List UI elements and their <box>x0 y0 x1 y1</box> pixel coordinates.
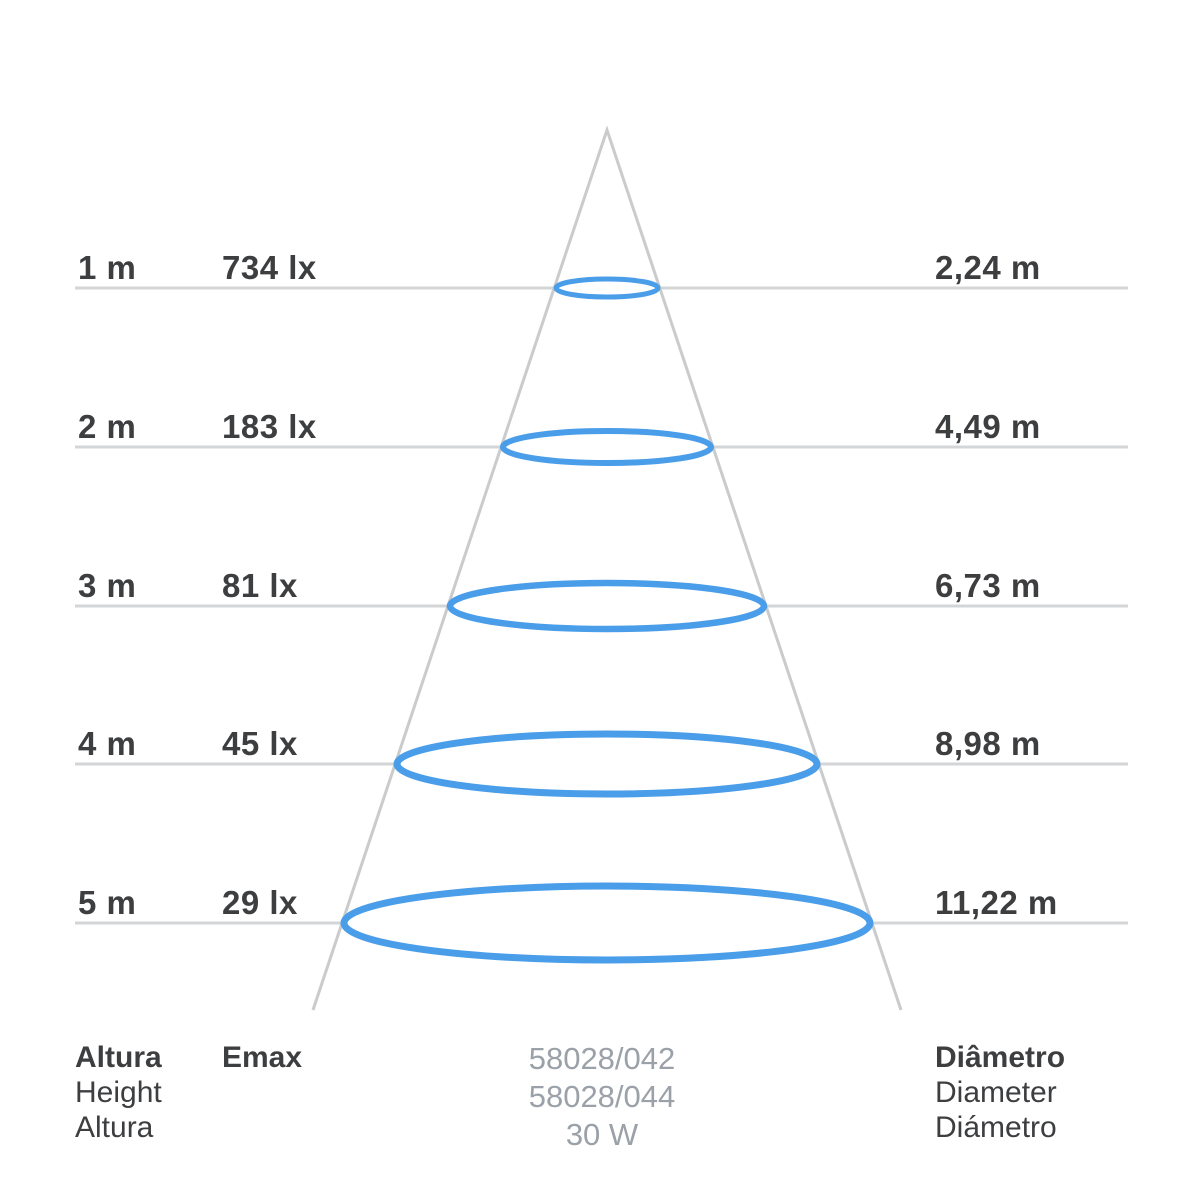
height-value-1m: 1 m <box>78 249 137 286</box>
diameter-legend-pt: Diâmetro <box>935 1041 1066 1074</box>
height-legend: Altura Height Altura <box>75 1040 162 1145</box>
emax-legend: Emax <box>222 1040 302 1075</box>
diameter-value-2m: 4,49 m <box>935 408 1041 445</box>
height-legend-en: Height <box>75 1076 162 1109</box>
diameter-value-4m: 8,98 m <box>935 725 1041 762</box>
diameter-legend-en: Diameter <box>935 1076 1057 1109</box>
emax-value-1m: 734 lx <box>222 249 317 286</box>
height-legend-es: Altura <box>75 1111 154 1144</box>
emax-value-2m: 183 lx <box>222 408 317 445</box>
beam-ellipse-1m <box>553 276 661 300</box>
light-cone-outline <box>311 125 903 1011</box>
height-value-2m: 2 m <box>78 408 137 445</box>
emax-value-3m: 81 lx <box>222 567 298 604</box>
height-value-5m: 5 m <box>78 884 137 921</box>
diameter-legend-es: Diámetro <box>935 1111 1057 1144</box>
emax-value-5m: 29 lx <box>222 884 298 921</box>
diameter-value-5m: 11,22 m <box>935 884 1058 921</box>
beam-ellipse-3m <box>446 579 768 633</box>
height-value-3m: 3 m <box>78 567 137 604</box>
product-code-2: 58028/044 <box>528 1079 676 1114</box>
beam-ellipse-5m <box>340 882 874 964</box>
emax-value-4m: 45 lx <box>222 725 298 762</box>
height-legend-pt: Altura <box>75 1041 162 1074</box>
product-code-1: 58028/042 <box>528 1041 676 1076</box>
height-value-4m: 4 m <box>78 725 137 762</box>
beam-ellipse-4m <box>393 730 821 798</box>
emax-legend-label: Emax <box>222 1041 303 1074</box>
product-wattage: 30 W <box>565 1117 639 1152</box>
diameter-value-3m: 6,73 m <box>935 567 1041 604</box>
beam-ellipse-2m <box>500 428 714 466</box>
product-info: 58028/042 58028/044 30 W <box>402 1040 802 1154</box>
diameter-legend: Diâmetro Diameter Diámetro <box>935 1040 1065 1145</box>
diameter-value-1m: 2,24 m <box>935 249 1041 286</box>
